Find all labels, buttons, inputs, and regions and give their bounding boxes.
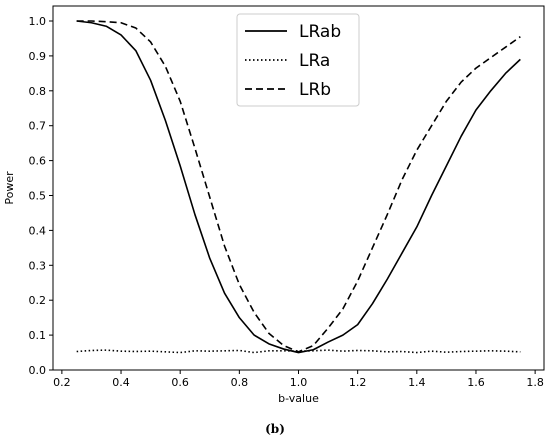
legend: LRab LRa LRb xyxy=(236,13,360,107)
legend-label-lrb: LRb xyxy=(299,80,331,100)
x-axis-label: b-value xyxy=(278,392,319,405)
y-tick-label: 0.5 xyxy=(29,190,47,203)
x-tick-label: 1.0 xyxy=(290,376,308,389)
x-tick-label: 0.4 xyxy=(112,376,130,389)
x-tick-label: 0.8 xyxy=(231,376,249,389)
y-tick-label: 0.2 xyxy=(29,294,47,307)
y-tick-label: 0.9 xyxy=(29,50,47,63)
x-tick-label: 1.6 xyxy=(467,376,485,389)
y-axis-label: Power xyxy=(3,171,16,205)
y-tick-label: 0.3 xyxy=(29,259,47,272)
legend-label-lra: LRa xyxy=(299,51,330,71)
legend-label-lrab: LRab xyxy=(299,22,341,42)
ticks-layer: 0.2 0.4 0.6 0.8 1.0 1.2 1.4 1.6 1.8 0.0 0.1 0.2 0.3 0… xyxy=(29,15,544,389)
y-tick-label: 0.4 xyxy=(29,224,47,237)
series-layer xyxy=(76,20,521,354)
x-tick-label: 0.6 xyxy=(171,376,189,389)
y-tick-label: 0.6 xyxy=(29,155,47,168)
y-tick-label: 1.0 xyxy=(29,15,47,28)
series-line-lrb xyxy=(76,20,521,353)
y-tick-label: 0.0 xyxy=(29,364,47,377)
y-tick-label: 0.7 xyxy=(29,120,47,133)
y-tick-label: 0.1 xyxy=(29,329,47,342)
y-tick-label: 0.8 xyxy=(29,85,47,98)
x-tick-label: 0.2 xyxy=(53,376,71,389)
legend-box xyxy=(236,13,360,107)
x-tick-label: 1.2 xyxy=(349,376,367,389)
x-tick-label: 1.8 xyxy=(526,376,544,389)
x-tick-label: 1.4 xyxy=(408,376,426,389)
figure-caption: (b) xyxy=(265,422,285,436)
